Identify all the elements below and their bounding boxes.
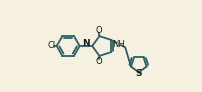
Text: N: N (82, 39, 90, 48)
Text: Cl: Cl (47, 41, 56, 51)
Text: S: S (136, 69, 142, 78)
Text: NH: NH (112, 40, 125, 49)
Text: O: O (95, 26, 102, 35)
Text: O: O (95, 57, 102, 66)
